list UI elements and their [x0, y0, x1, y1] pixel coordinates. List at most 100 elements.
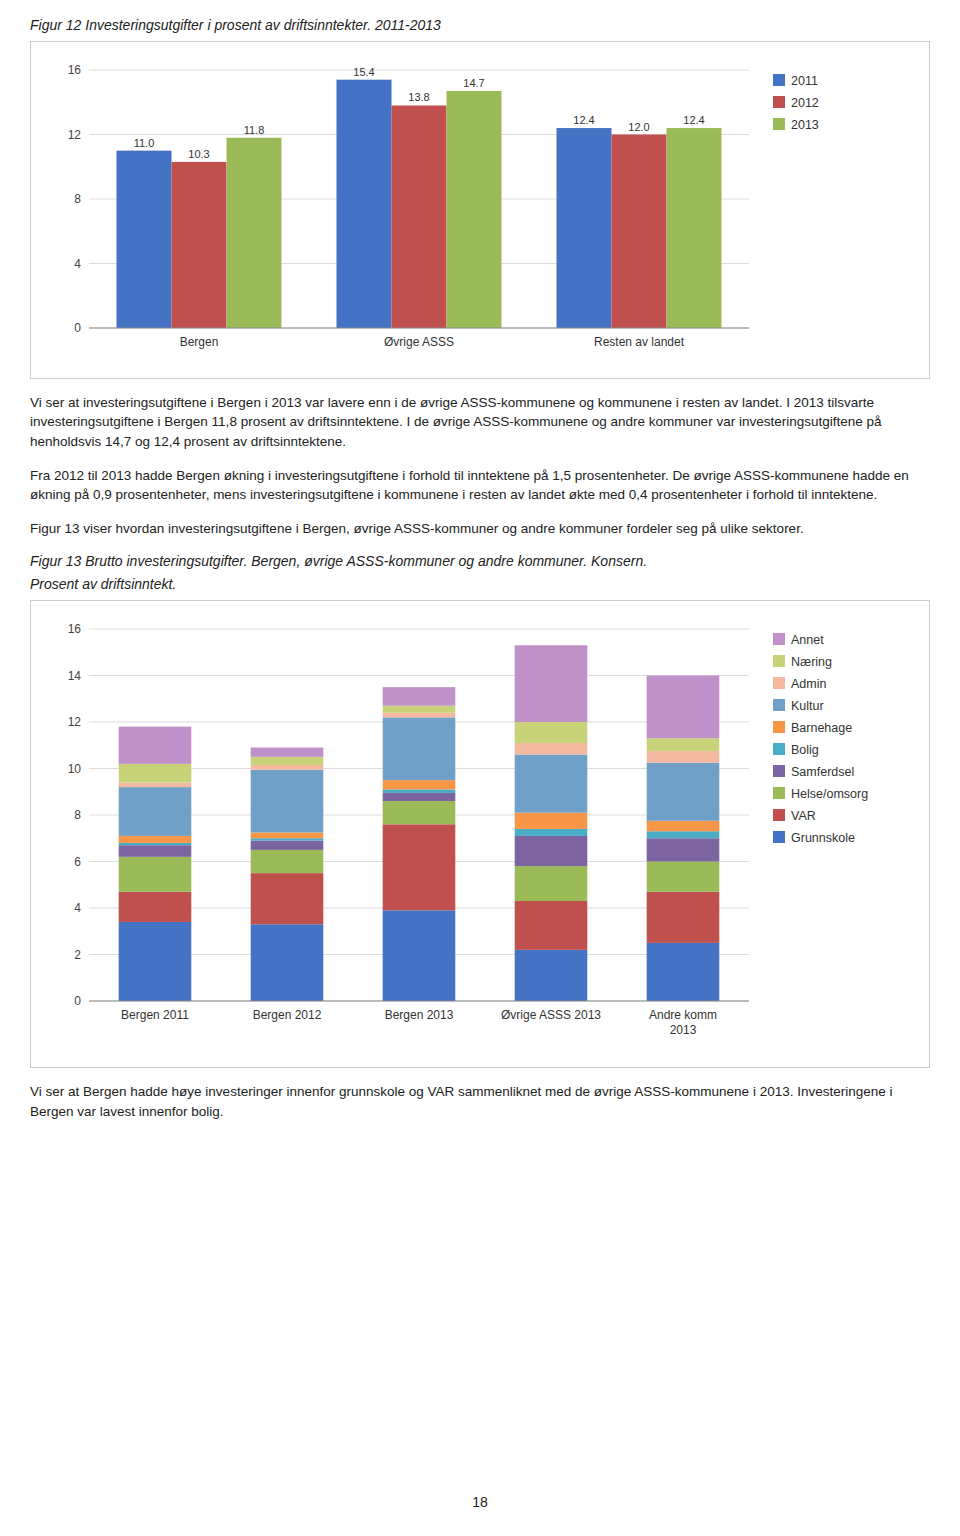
legend-label: 2012 — [791, 96, 819, 110]
data-label: 11.0 — [134, 137, 155, 149]
bar — [383, 824, 456, 910]
legend-label: Barnehage — [791, 721, 852, 735]
bar — [515, 866, 588, 901]
legend-label: Helse/omsorg — [791, 787, 868, 801]
chart-box: 048121611.015.412.410.313.812.011.814.71… — [30, 41, 930, 379]
bar — [119, 764, 192, 783]
bar — [383, 910, 456, 1001]
data-label: 12.4 — [573, 114, 594, 126]
x-tick-label: Resten av landet — [594, 335, 685, 349]
legend-label: 2013 — [791, 118, 819, 132]
grid — [89, 629, 749, 1001]
legend-swatch — [773, 765, 785, 777]
bar — [119, 843, 192, 845]
chart-title: Figur 13 Brutto investeringsutgifter. Be… — [30, 552, 930, 571]
chart-svg: 048121611.015.412.410.313.812.011.814.71… — [39, 48, 919, 368]
bar — [647, 763, 720, 821]
bar — [251, 838, 324, 840]
bar — [251, 924, 324, 1001]
y-tick-label: 0 — [74, 994, 81, 1008]
grid-line — [89, 327, 749, 328]
x-tick-label: Bergen — [180, 335, 219, 349]
bar — [383, 717, 456, 780]
y-tick-label: 14 — [68, 669, 82, 683]
bar — [647, 738, 720, 751]
bar — [515, 645, 588, 722]
grid-line — [89, 1001, 749, 1002]
bar — [612, 134, 667, 328]
bar — [383, 706, 456, 713]
bar — [227, 138, 282, 328]
bar — [647, 676, 720, 739]
legend-label: 2011 — [791, 74, 818, 88]
grid — [89, 70, 749, 328]
bar — [515, 836, 588, 866]
legend-swatch — [773, 699, 785, 711]
bar — [251, 770, 324, 833]
y-tick-label: 4 — [74, 901, 81, 915]
x-tick-label: Andre komm2013 — [649, 1008, 717, 1037]
legend-swatch — [773, 743, 785, 755]
y-tick-label: 12 — [68, 127, 82, 141]
y-tick-label: 4 — [74, 256, 81, 270]
legend-label: Annet — [791, 633, 824, 647]
annotation: Vi ser at Bergen hadde høye investeringe… — [30, 1082, 930, 1121]
bar — [383, 801, 456, 824]
legend-label: Admin — [791, 677, 826, 691]
data-label: 15.4 — [353, 66, 374, 78]
bar — [515, 950, 588, 1001]
bar — [119, 845, 192, 857]
legend-swatch — [773, 721, 785, 733]
bar — [119, 782, 192, 787]
bar — [447, 91, 502, 328]
chart-svg: 0246810121416Bergen 2011Bergen 2012Berge… — [39, 607, 919, 1057]
y-tick-label: 6 — [74, 855, 81, 869]
grid-line — [89, 629, 749, 630]
bar — [515, 829, 588, 836]
x-axis-line — [89, 327, 749, 328]
bar — [119, 836, 192, 843]
bar — [383, 789, 456, 792]
bar — [647, 892, 720, 943]
chart-title: Figur 12 Investeringsutgifter i prosent … — [30, 16, 930, 35]
data-label: 12.0 — [628, 120, 649, 132]
legend-swatch — [773, 633, 785, 645]
legend-swatch — [773, 831, 785, 843]
bar — [383, 780, 456, 789]
legend-swatch — [773, 118, 785, 130]
grid-line — [89, 69, 749, 70]
bar — [515, 743, 588, 755]
bar — [172, 162, 227, 328]
bar — [119, 922, 192, 1001]
bar — [383, 687, 456, 706]
legend: 2011 2012 2013 — [773, 74, 819, 132]
bar — [392, 105, 447, 328]
bar — [119, 857, 192, 892]
x-tick-label: Bergen 2011 — [121, 1008, 189, 1022]
x-tick-label: Bergen 2012 — [253, 1008, 322, 1022]
y-tick-label: 10 — [68, 762, 82, 776]
y-tick-label: 12 — [68, 715, 82, 729]
x-tick-label: Bergen 2013 — [385, 1008, 454, 1022]
y-tick-label: 0 — [74, 321, 81, 335]
legend-swatch — [773, 96, 785, 108]
bar — [119, 727, 192, 764]
legend-swatch — [773, 74, 785, 86]
bar — [647, 831, 720, 838]
bars — [117, 80, 722, 328]
legend: AnnetNæringAdminKulturBarnehageBoligSamf… — [773, 633, 868, 845]
chart-box: 0246810121416Bergen 2011Bergen 2012Berge… — [30, 600, 930, 1068]
bar — [251, 832, 324, 838]
bars — [119, 645, 720, 1001]
y-tick-label: 8 — [74, 192, 81, 206]
bar — [251, 850, 324, 873]
y-tick-label: 16 — [68, 63, 82, 77]
bar — [251, 841, 324, 850]
data-label: 11.8 — [244, 124, 265, 136]
bar — [515, 755, 588, 813]
bar — [383, 793, 456, 801]
bar — [515, 813, 588, 829]
legend-swatch — [773, 809, 785, 821]
data-label: 14.7 — [463, 77, 484, 89]
bar — [251, 765, 324, 770]
